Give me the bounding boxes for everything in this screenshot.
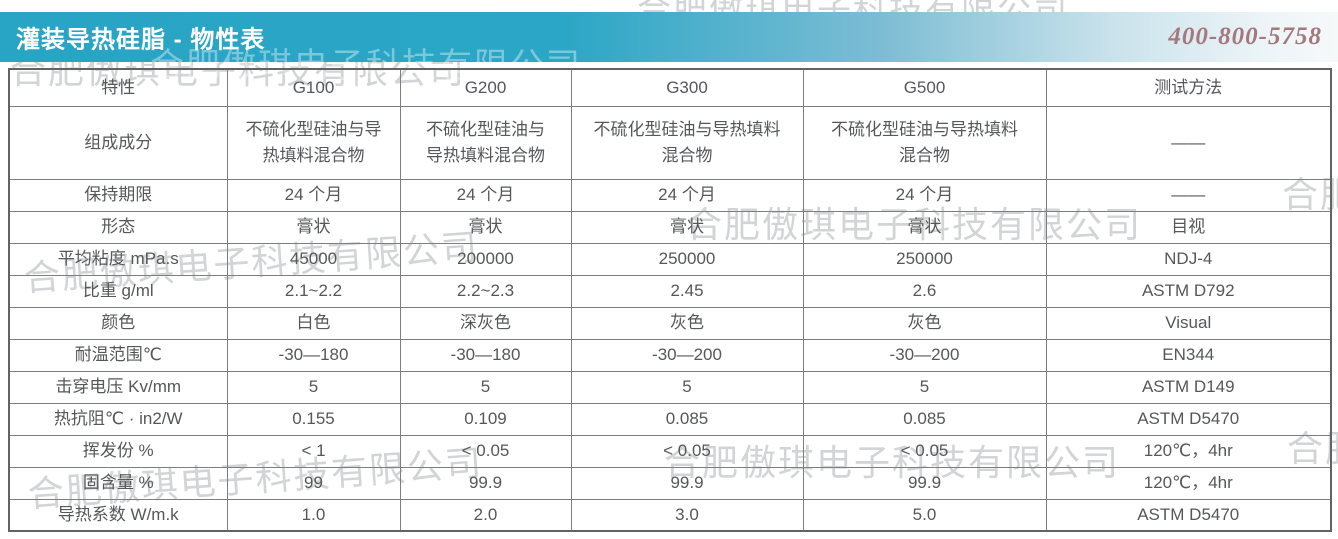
column-header: 测试方法 — [1045, 68, 1332, 107]
row-label-cell: 保持期限 — [8, 178, 228, 212]
value-cell: 99.9 — [570, 466, 804, 500]
value-cell: 5 — [802, 370, 1047, 404]
value-cell: 5 — [399, 370, 572, 404]
value-cell: 5.0 — [802, 498, 1047, 532]
page-title: 灌装导热硅脂 - 物性表 — [16, 26, 266, 54]
row-label-cell: 挥发份 % — [8, 434, 228, 468]
value-cell: 不硫化型硅油与 导热填料混合物 — [399, 105, 572, 180]
phone-number: 400-800-5758 — [1168, 23, 1322, 50]
value-cell: -30—180 — [226, 338, 401, 372]
value-cell: 1.0 — [226, 498, 401, 532]
value-cell: 45000 — [226, 242, 401, 276]
value-cell: 0.085 — [570, 402, 804, 436]
method-cell: ASTM D149 — [1045, 370, 1332, 404]
row-label-cell: 比重 g/ml — [8, 274, 228, 308]
row-label-cell: 组成成分 — [8, 105, 228, 180]
method-cell: ASTM D5470 — [1045, 402, 1332, 436]
table-row: 形态 膏状 膏状 膏状 膏状 目视 — [8, 210, 1332, 244]
method-cell: ASTM D792 — [1045, 274, 1332, 308]
value-cell: 3.0 — [570, 498, 804, 532]
value-cell: 99.9 — [802, 466, 1047, 500]
method-cell: —— — [1045, 178, 1332, 212]
value-cell: 0.085 — [802, 402, 1047, 436]
table-row: 保持期限 24 个月 24 个月 24 个月 24 个月 —— — [8, 178, 1332, 212]
value-cell: 0.109 — [399, 402, 572, 436]
row-label-cell: 耐温范围℃ — [8, 338, 228, 372]
value-cell: 深灰色 — [399, 306, 572, 340]
value-cell: 膏状 — [399, 210, 572, 244]
method-cell: 120℃，4hr — [1045, 434, 1332, 468]
value-cell: < 0.05 — [399, 434, 572, 468]
value-cell: 2.45 — [570, 274, 804, 308]
method-cell: EN344 — [1045, 338, 1332, 372]
value-cell: < 0.05 — [802, 434, 1047, 468]
table-row: 热抗阻℃ · in2/W 0.155 0.109 0.085 0.085 ASTM D54… — [8, 402, 1332, 436]
table-row: 耐温范围℃ -30—180 -30—180 -30—200 -30—200 EN344 — [8, 338, 1332, 372]
value-cell: 2.6 — [802, 274, 1047, 308]
value-cell: 灰色 — [570, 306, 804, 340]
row-label-cell: 击穿电压 Kv/mm — [8, 370, 228, 404]
value-cell: 膏状 — [802, 210, 1047, 244]
value-cell: -30—200 — [802, 338, 1047, 372]
method-cell: 目视 — [1045, 210, 1332, 244]
value-cell: 2.0 — [399, 498, 572, 532]
method-cell: 120℃，4hr — [1045, 466, 1332, 500]
row-label-cell: 形态 — [8, 210, 228, 244]
row-label-cell: 热抗阻℃ · in2/W — [8, 402, 228, 436]
value-cell: 24 个月 — [399, 178, 572, 212]
value-cell: < 0.05 — [570, 434, 804, 468]
value-cell: 99 — [226, 466, 401, 500]
row-label-cell: 平均粘度 mPa.s — [8, 242, 228, 276]
value-cell: 膏状 — [226, 210, 401, 244]
value-cell: 200000 — [399, 242, 572, 276]
value-cell: 250000 — [570, 242, 804, 276]
value-cell: 灰色 — [802, 306, 1047, 340]
value-cell: 2.1~2.2 — [226, 274, 401, 308]
column-header: G100 — [226, 68, 401, 107]
value-cell: 2.2~2.3 — [399, 274, 572, 308]
method-cell: Visual — [1045, 306, 1332, 340]
method-cell: —— — [1045, 105, 1332, 180]
title-bar: 合肥傲琪电子科技有限公司 灌装导热硅脂 - 物性表 400-800-5758 — [0, 12, 1338, 85]
row-label-cell: 导热系数 W/m.k — [8, 498, 228, 532]
value-cell: 5 — [226, 370, 401, 404]
table-row: 颜色 白色 深灰色 灰色 灰色 Visual — [8, 306, 1332, 340]
table-row: 挥发份 % < 1 < 0.05 < 0.05 < 0.05 120℃，4hr — [8, 434, 1332, 468]
value-cell: 不硫化型硅油与导热填料 混合物 — [570, 105, 804, 180]
value-cell: 24 个月 — [226, 178, 401, 212]
table-row: 固含量 % 99 99.9 99.9 99.9 120℃，4hr — [8, 466, 1332, 500]
value-cell: 不硫化型硅油与导热填料 混合物 — [802, 105, 1047, 180]
value-cell: 白色 — [226, 306, 401, 340]
value-cell: 24 个月 — [570, 178, 804, 212]
value-cell: 24 个月 — [802, 178, 1047, 212]
properties-table: 特性 G100 G200 G300 G500 测试方法 组成成分 不硫化型硅油与导 热填料混合… — [8, 68, 1332, 532]
value-cell: < 1 — [226, 434, 401, 468]
row-label-cell: 颜色 — [8, 306, 228, 340]
table-row: 击穿电压 Kv/mm 5 5 5 5 ASTM D149 — [8, 370, 1332, 404]
column-header: G300 — [570, 68, 804, 107]
value-cell: 250000 — [802, 242, 1047, 276]
table-row: 比重 g/ml 2.1~2.2 2.2~2.3 2.45 2.6 ASTM D792 — [8, 274, 1332, 308]
method-cell: ASTM D5470 — [1045, 498, 1332, 532]
value-cell: 99.9 — [399, 466, 572, 500]
table-row: 平均粘度 mPa.s 45000 200000 250000 250000 NDJ-4 — [8, 242, 1332, 276]
column-header: G200 — [399, 68, 572, 107]
row-label-cell: 固含量 % — [8, 466, 228, 500]
value-cell: 膏状 — [570, 210, 804, 244]
column-header: 特性 — [8, 68, 228, 107]
column-header: G500 — [802, 68, 1047, 107]
table-row: 组成成分 不硫化型硅油与导 热填料混合物 不硫化型硅油与 导热填料混合物 不硫化型硅油… — [8, 105, 1332, 180]
value-cell: 0.155 — [226, 402, 401, 436]
method-cell: NDJ-4 — [1045, 242, 1332, 276]
value-cell: -30—200 — [570, 338, 804, 372]
value-cell: -30—180 — [399, 338, 572, 372]
value-cell: 5 — [570, 370, 804, 404]
table-row: 导热系数 W/m.k 1.0 2.0 3.0 5.0 ASTM D5470 — [8, 498, 1332, 532]
value-cell: 不硫化型硅油与导 热填料混合物 — [226, 105, 401, 180]
table-header-row: 特性 G100 G200 G300 G500 测试方法 — [8, 68, 1332, 107]
